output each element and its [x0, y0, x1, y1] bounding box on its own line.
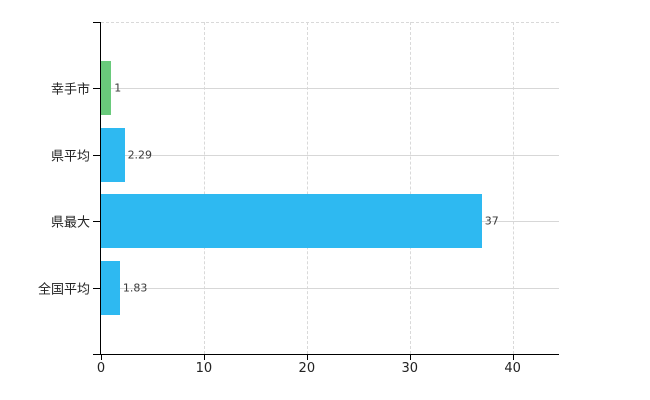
x-tick-label: 20: [298, 361, 316, 376]
bar: [101, 127, 125, 182]
y-axis-tick: [93, 287, 101, 289]
x-axis-tick: [409, 355, 411, 360]
bar-value-label: 37: [484, 214, 499, 228]
bar-value-label: 2.29: [127, 148, 153, 162]
x-axis-tick: [512, 355, 514, 360]
x-axis-tick: [203, 355, 205, 360]
x-tick-label: 10: [195, 361, 213, 376]
gridline-v: [203, 22, 205, 354]
bar-value-label: 1.83: [122, 281, 148, 295]
x-tick-label: 40: [504, 361, 521, 376]
x-tick-label: 30: [401, 361, 419, 376]
plot-area: 1 2.29 37 1.83: [101, 22, 559, 354]
gridline-v: [306, 22, 308, 354]
category-label: 全国平均: [37, 282, 90, 298]
plot-top-border: [101, 22, 559, 23]
x-axis-tick: [101, 355, 102, 360]
gridline-v: [512, 22, 514, 354]
gridline-h: [101, 154, 559, 156]
y-axis-tick: [93, 88, 101, 90]
category-label: 県平均: [50, 149, 90, 165]
y-axis-top-tick: [93, 22, 101, 23]
y-axis-tick: [93, 154, 101, 156]
x-tick-label: 0: [96, 361, 106, 376]
gridline-v: [409, 22, 411, 354]
gridline-h: [101, 88, 559, 90]
category-label: 幸手市: [50, 82, 90, 98]
x-axis-tick: [306, 355, 308, 360]
y-axis-tick: [93, 221, 101, 223]
bar: [101, 194, 482, 249]
y-axis-line: [100, 22, 101, 354]
gridline-h: [101, 287, 559, 289]
x-axis-line: [93, 354, 559, 355]
category-label: 県最大: [50, 215, 90, 231]
bar: [101, 61, 112, 116]
bar: [101, 260, 120, 315]
bar-value-label: 1: [114, 81, 122, 95]
